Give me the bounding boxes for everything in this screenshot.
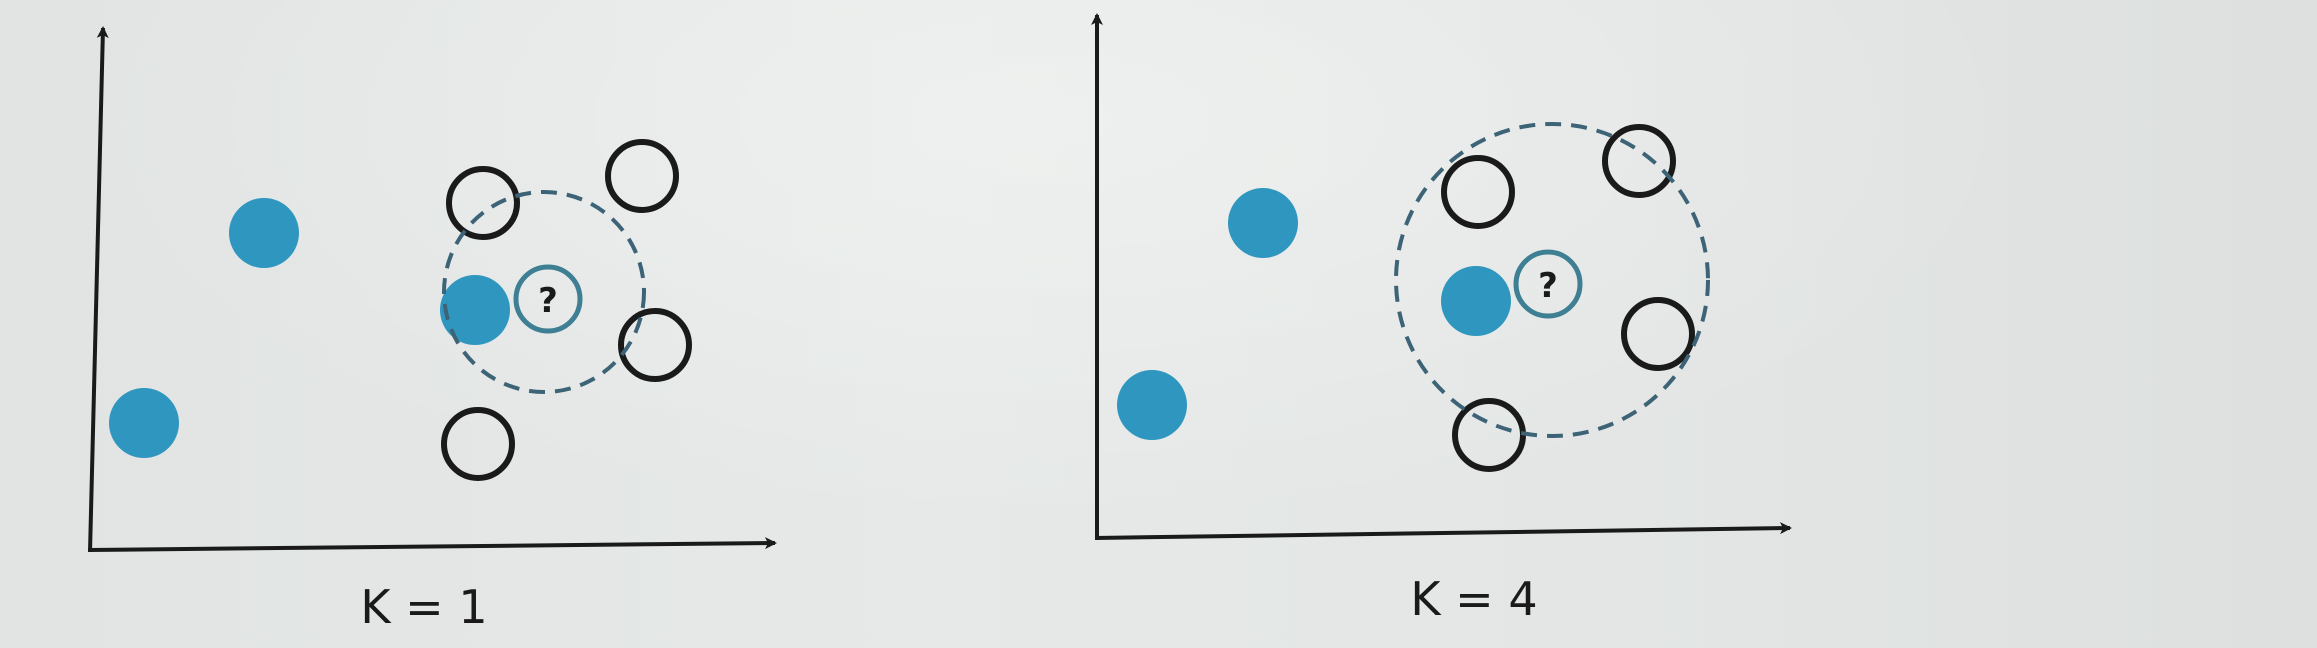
neighbor-radius-circle (442, 190, 646, 394)
open-point (1602, 124, 1676, 198)
query-symbol: ? (1538, 266, 1558, 306)
query-point (513, 264, 583, 334)
query-symbol: ? (538, 281, 558, 321)
open-point (446, 166, 520, 240)
open-point (441, 407, 515, 481)
filled-point (1117, 370, 1187, 440)
filled-point (109, 388, 179, 458)
open-point (618, 308, 692, 382)
k1-label: K = 1 (360, 580, 488, 634)
x-axis (87, 537, 777, 552)
k4-label: K = 4 (1410, 572, 1538, 626)
query-point (1513, 249, 1583, 319)
y-axis (88, 26, 109, 553)
filled-point (1228, 188, 1298, 258)
filled-point (440, 275, 510, 345)
open-point (1621, 297, 1695, 371)
open-point (1452, 398, 1526, 472)
x-axis (1094, 522, 1792, 540)
open-point (1441, 155, 1515, 229)
panel-k4: ? (1091, 13, 1792, 540)
neighbor-radius-circle (1394, 122, 1710, 438)
panel-k1: ? (87, 26, 777, 553)
filled-point (1441, 266, 1511, 336)
filled-point (229, 198, 299, 268)
open-point (605, 139, 679, 213)
